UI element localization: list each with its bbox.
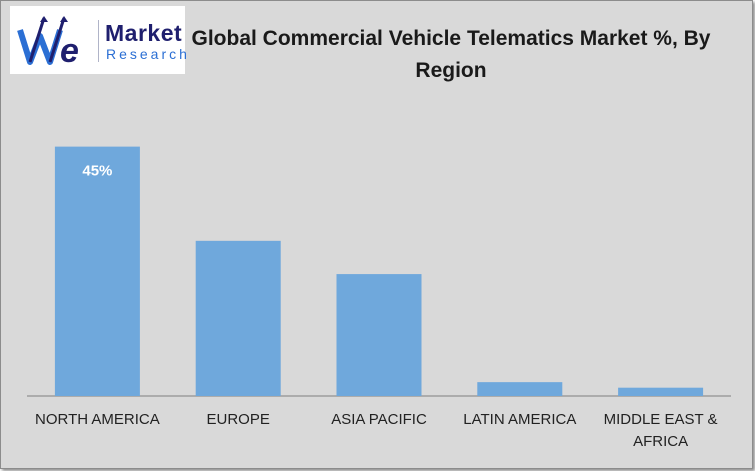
x-tick-label-0: NORTH AMERICA (35, 411, 160, 428)
bar-0 (54, 146, 140, 396)
bar-2 (336, 274, 422, 396)
logo-mark-icon: e (17, 16, 79, 70)
bar-1 (195, 240, 281, 396)
x-tick-label-4: MIDDLE EAST & AFRICA (603, 411, 718, 450)
bar-3 (477, 382, 563, 396)
x-tick-label-1: EUROPE (206, 411, 270, 428)
logo-word-market: Market (105, 20, 183, 46)
svg-text:e: e (60, 32, 79, 70)
logo-word-research: Research (106, 46, 190, 62)
data-label-0: 45% (82, 163, 112, 180)
chart-title: Global Commercial Vehicle Telematics Mar… (191, 27, 711, 82)
logo-divider (98, 20, 99, 62)
bar-4 (618, 387, 704, 396)
x-tick-label-2: ASIA PACIFIC (331, 411, 427, 428)
x-tick-label-3: LATIN AMERICA (463, 411, 577, 428)
brand-logo: e Market Research (10, 6, 187, 74)
